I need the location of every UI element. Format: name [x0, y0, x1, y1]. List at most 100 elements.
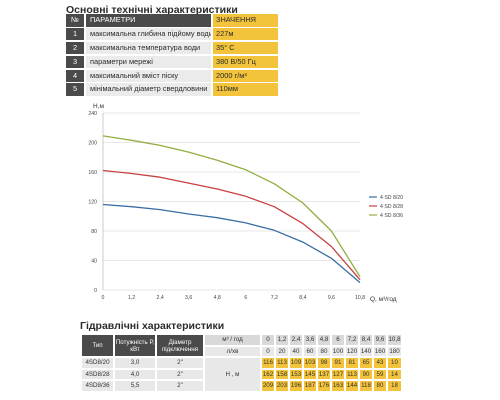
head-value: 116 [262, 358, 274, 368]
col-type-header: Тип [82, 335, 113, 356]
spec-value: 227м [213, 27, 278, 41]
series-line [102, 203, 361, 284]
lpm-value: 60 [304, 346, 316, 356]
y-axis-label: H,м [93, 103, 105, 110]
specs-header-number: № [66, 14, 84, 27]
x-tick-label: 8,4 [299, 295, 306, 301]
lpm-value: 100 [332, 346, 344, 356]
flow-value: 10,8 [388, 335, 401, 345]
head-value: 113 [276, 358, 288, 368]
head-value: 127 [332, 369, 344, 379]
head-value: 158 [276, 369, 288, 379]
pump-type: 4SD8/20 [82, 358, 113, 368]
head-value: 187 [304, 381, 316, 391]
pump-curve-chart: 0 40 80 120 160 200 240 0 1,2 2,4 3,6 4,8 6 7,2 8,4 9,6… [0, 95, 500, 310]
head-value: 118 [360, 381, 372, 391]
spec-row: 2 максимальна температура води 35° С [66, 41, 278, 55]
head-label: Н , м [205, 358, 260, 391]
spec-number: 1 [66, 27, 84, 41]
head-value: 203 [276, 381, 288, 391]
spec-label: параметри мережі [86, 55, 211, 69]
chart-canvas: 0 40 80 120 160 200 240 0 1,2 2,4 3,6 4,8 6 7,2 8,4 9,6… [88, 103, 403, 303]
x-tick-label: 3,6 [185, 295, 192, 301]
series-line [102, 169, 361, 281]
spec-label: максимальна температура води [86, 41, 211, 55]
pump-power: 3,0 [115, 358, 155, 368]
spec-value: 380 В/50 Гц [213, 55, 278, 69]
spec-number: 3 [66, 55, 84, 69]
flow-value: 7,2 [346, 335, 358, 345]
head-value: 91 [332, 358, 344, 368]
flow-unit-label: м³ / год [205, 335, 260, 345]
spec-label: мінімальний діаметр свердловини [86, 83, 211, 96]
head-value: 162 [262, 369, 274, 379]
head-value: 90 [360, 369, 372, 379]
flow-value: 9,6 [374, 335, 386, 345]
head-value: 153 [290, 369, 302, 379]
pump-diameter: 2" [157, 381, 203, 391]
flow-value: 6 [332, 335, 344, 345]
spec-value: 2000 г/м³ [213, 69, 278, 83]
legend-label: 4 SD 8/28 [380, 204, 403, 210]
lpm-value: 160 [374, 346, 386, 356]
head-value: 80 [374, 381, 386, 391]
head-value: 209 [262, 381, 274, 391]
col-diameter-header: Діаметр підключення [157, 335, 203, 356]
head-value: 176 [318, 381, 330, 391]
spec-value: 35° С [213, 41, 278, 55]
head-value: 109 [290, 358, 302, 368]
x-tick-label: 4,8 [214, 295, 221, 301]
head-value: 18 [388, 381, 401, 391]
col-power-header: Потужність Р, кВт [115, 335, 155, 356]
legend-label: 4 SD 8/36 [380, 213, 403, 219]
head-value: 43 [374, 358, 386, 368]
legend-label: 4 SD 8/20 [380, 195, 403, 201]
head-value: 196 [290, 381, 302, 391]
flow-value: 8,4 [360, 335, 372, 345]
specs-table: № ПАРАМЕТРИ ЗНАЧЕННЯ 1 максимальна глиби… [66, 14, 278, 97]
lpm-value: 140 [360, 346, 372, 356]
head-value: 59 [374, 369, 386, 379]
x-tick-label: 6 [244, 295, 247, 301]
lpm-value: 80 [318, 346, 330, 356]
y-tick-label: 40 [91, 259, 97, 265]
head-value: 14 [388, 369, 401, 379]
y-tick-label: 160 [88, 170, 97, 176]
specs-title: Основні технічні характеристики [66, 4, 238, 16]
pump-diameter: 2" [157, 358, 203, 368]
head-value: 10 [388, 358, 401, 368]
spec-number: 2 [66, 41, 84, 55]
lpm-value: 20 [276, 346, 288, 356]
flow-value: 4,8 [318, 335, 330, 345]
pump-power: 4,0 [115, 369, 155, 379]
x-tick-label: 1,2 [128, 295, 135, 301]
pump-type: 4SD8/36 [82, 381, 113, 391]
hydraulic-title: Гідравлічні характеристики [80, 320, 225, 332]
head-value: 113 [346, 369, 358, 379]
specs-header-label: ПАРАМЕТРИ [86, 14, 211, 27]
specs-header-row: № ПАРАМЕТРИ ЗНАЧЕННЯ [66, 14, 278, 27]
flow-value: 2,4 [290, 335, 302, 345]
lpm-value: 180 [388, 346, 401, 356]
head-value: 137 [318, 369, 330, 379]
head-value: 98 [318, 358, 330, 368]
y-tick-label: 120 [88, 200, 97, 206]
x-tick-label: 7,2 [271, 295, 278, 301]
spec-number: 4 [66, 69, 84, 83]
hydraulic-table: Тип Потужність Р, кВт Діаметр підключенн… [80, 333, 403, 393]
spec-number: 5 [66, 83, 84, 96]
y-tick-label: 80 [91, 229, 97, 235]
spec-value: 110мм [213, 83, 278, 96]
flow-value: 0 [262, 335, 274, 345]
pump-type: 4SD8/28 [82, 369, 113, 379]
pump-power: 5,5 [115, 381, 155, 391]
spec-row: 1 максимальна глибина підйому води 227м [66, 27, 278, 41]
lpm-value: 40 [290, 346, 302, 356]
lpm-unit-label: л/хв [205, 346, 260, 356]
flow-value: 1,2 [276, 335, 288, 345]
head-value: 144 [346, 381, 358, 391]
y-tick-label: 0 [94, 288, 97, 294]
x-tick-label: 0 [102, 295, 105, 301]
y-tick-label: 240 [88, 111, 97, 117]
head-value: 103 [304, 358, 316, 368]
